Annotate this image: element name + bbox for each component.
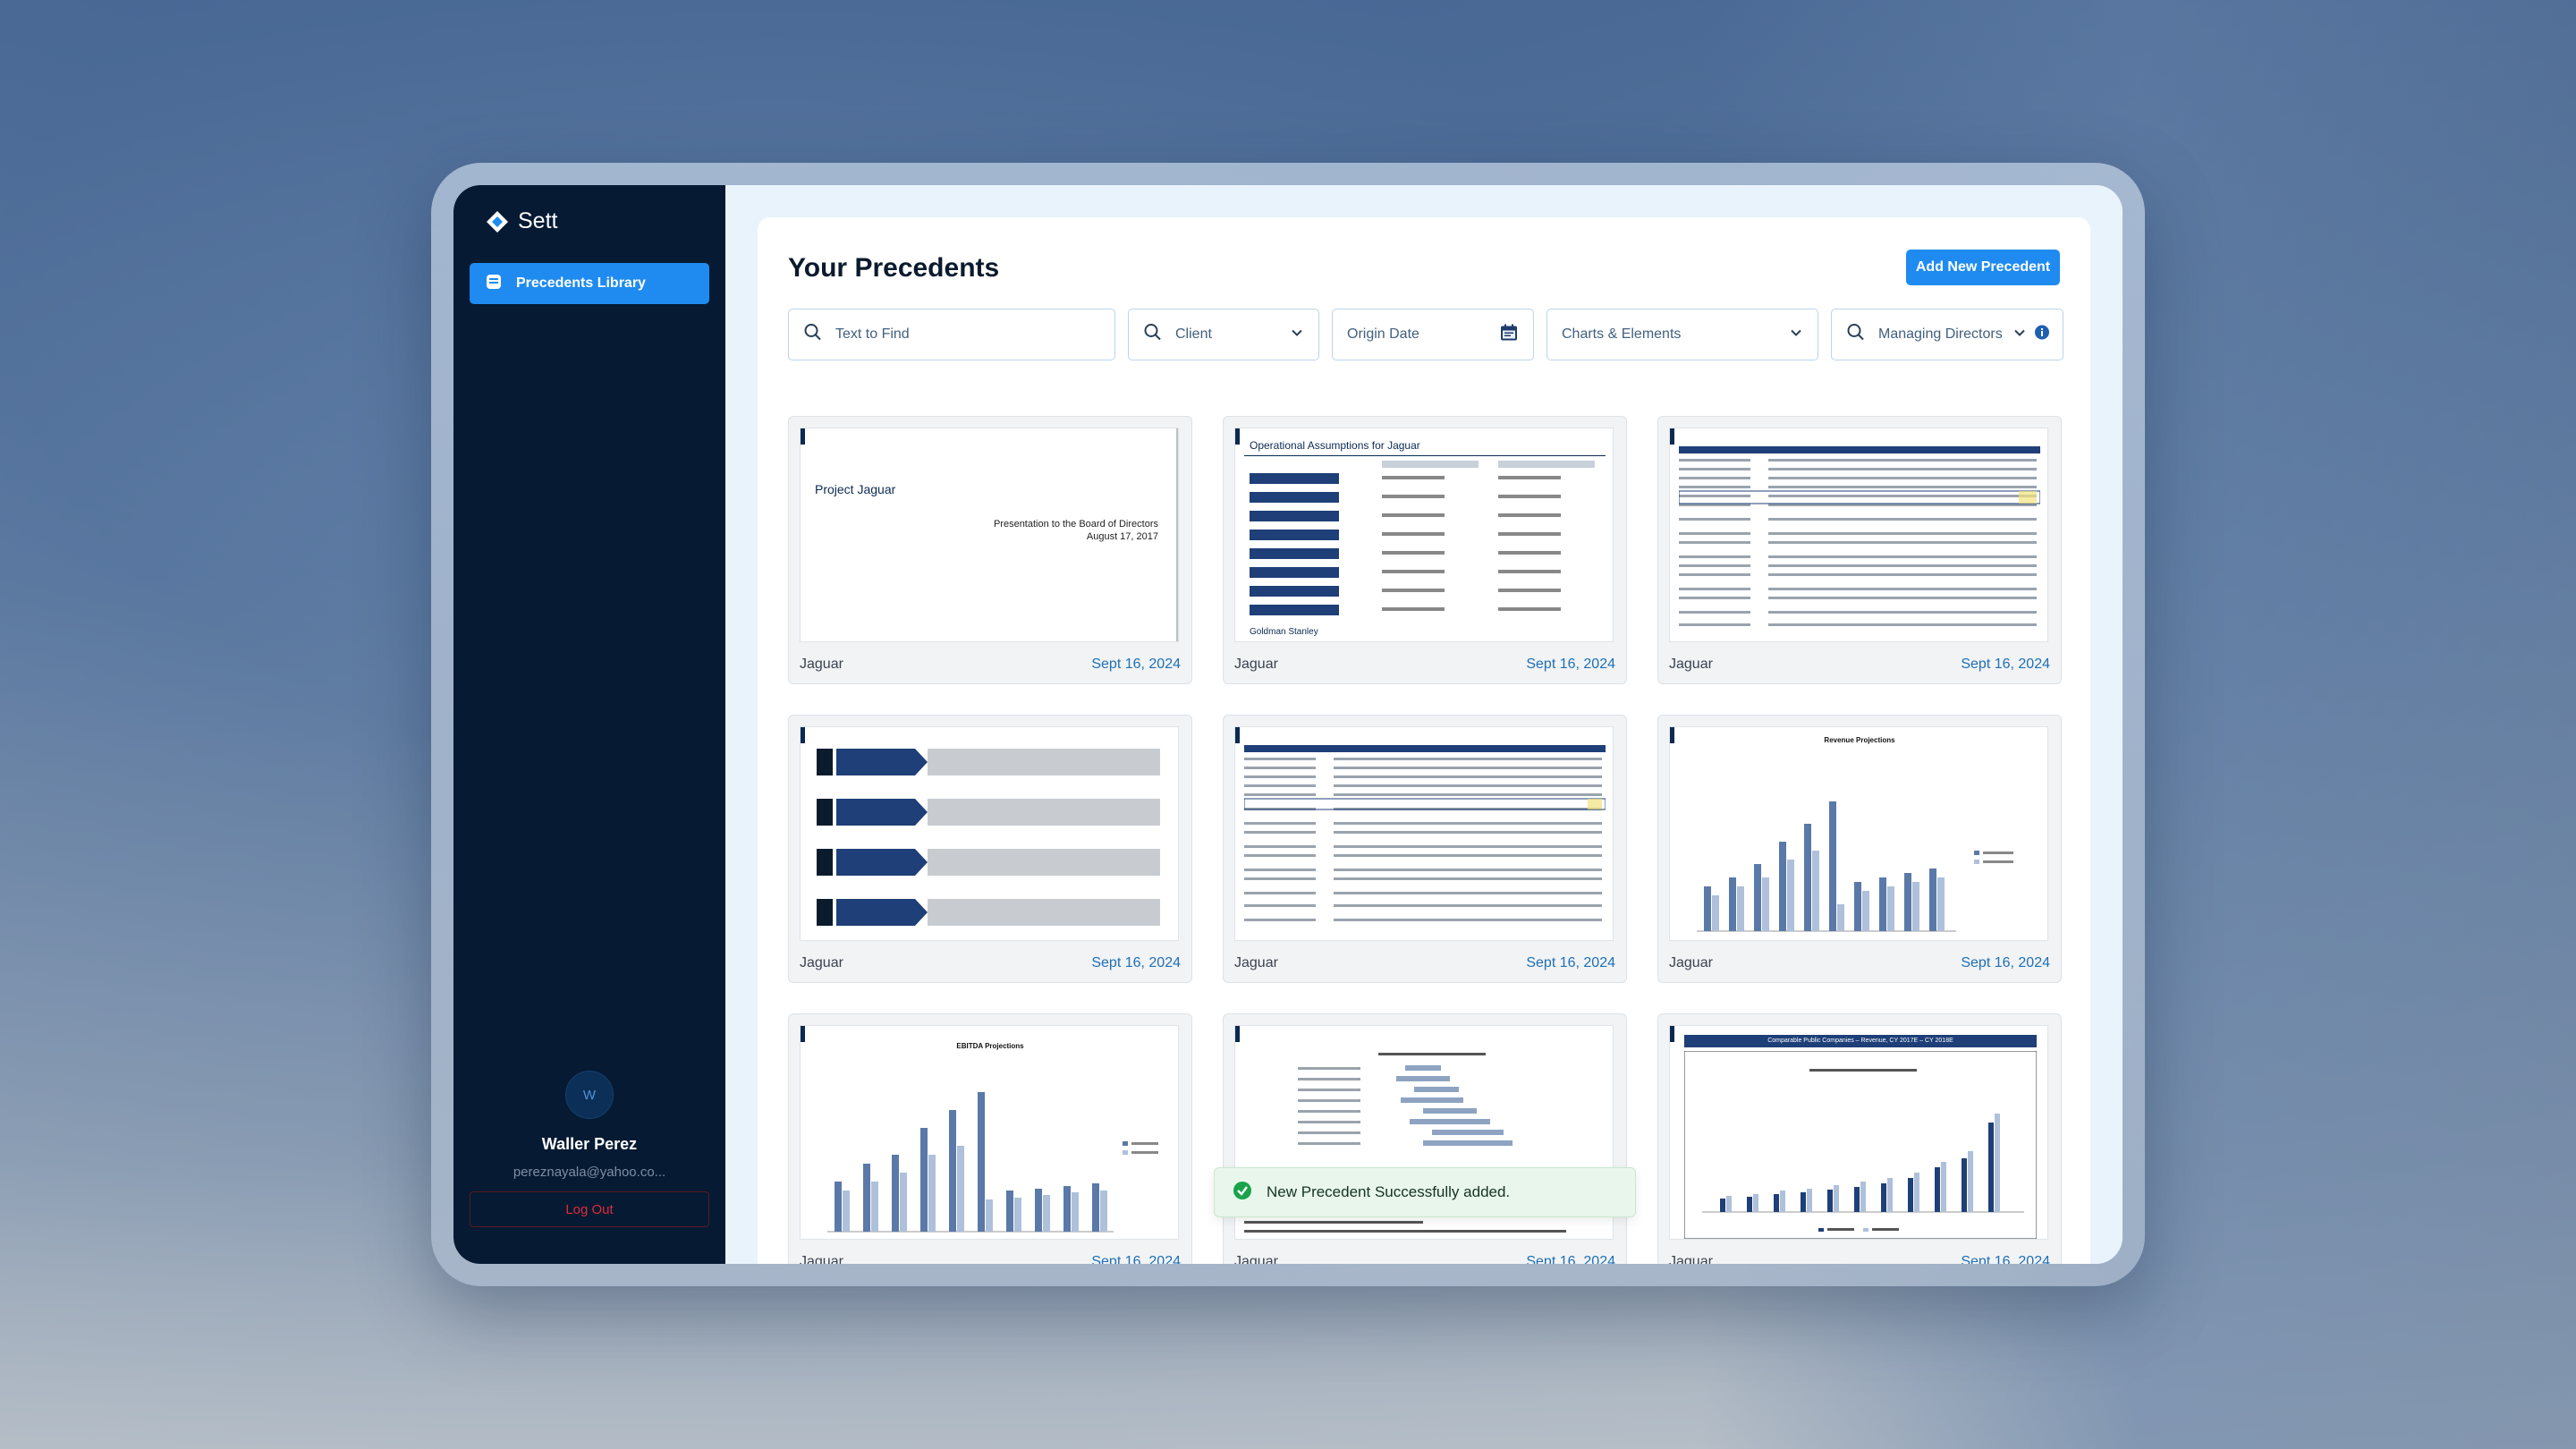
user-profile: W Waller Perez pereznayala@yahoo.co... [453, 1071, 725, 1180]
app-window: Sett Precedents Library W Waller Perez p… [453, 185, 2123, 1264]
logout-button[interactable]: Log Out [470, 1191, 709, 1227]
avatar[interactable]: W [565, 1071, 614, 1119]
search-icon [803, 323, 823, 347]
thumb-subtitle: Presentation to the Board of Directors [993, 519, 1158, 530]
card-client: Jaguar [1234, 1254, 1278, 1264]
revenue-bar-chart-graphic [1697, 801, 2013, 932]
card-thumbnail [800, 726, 1179, 941]
charts-elements-label: Charts & Elements [1562, 326, 1682, 342]
card-date: Sept 16, 2024 [1526, 1254, 1615, 1264]
card-date: Sept 16, 2024 [1091, 1254, 1181, 1264]
sidebar-item-label: Precedents Library [516, 275, 646, 291]
financial-table-graphic [1679, 446, 2040, 626]
card-thumbnail: EBITDA Projections [800, 1025, 1179, 1240]
info-icon[interactable] [2034, 325, 2050, 345]
origin-date-label: Origin Date [1347, 326, 1419, 342]
card-thumbnail: Operational Assumptions for Jaguar [1234, 428, 1614, 642]
user-name: Waller Perez [541, 1135, 638, 1153]
thumb-title: Comparable Public Companies – Revenue, C… [1684, 1035, 2037, 1047]
precedents-panel: Your Precedents Add New Precedent Text t… [758, 217, 2090, 1264]
client-select-label: Client [1175, 326, 1212, 342]
main-content: Your Precedents Add New Precedent Text t… [725, 185, 2123, 1264]
chevron-down-icon [1789, 326, 1803, 344]
text-search-input[interactable]: Text to Find [788, 309, 1115, 360]
precedent-card[interactable]: Revenue Projections [1657, 715, 2062, 983]
card-client: Jaguar [1234, 955, 1278, 970]
card-client: Jaguar [1234, 657, 1278, 672]
thumb-title: Project Jaguar [815, 482, 896, 496]
origin-date-picker[interactable]: Origin Date [1332, 309, 1534, 360]
card-thumbnail [1669, 428, 2048, 642]
card-client: Jaguar [800, 1254, 843, 1264]
precedent-card[interactable]: Project Jaguar Presentation to the Board… [788, 416, 1192, 684]
sidebar: Sett Precedents Library W Waller Perez p… [453, 185, 725, 1264]
thumb-title: EBITDA Projections [956, 1042, 1024, 1050]
folder-icon [484, 272, 504, 296]
thumb-title: Operational Assumptions for Jaguar [1250, 439, 1420, 452]
assumptions-table-graphic [1250, 461, 1595, 615]
card-date: Sept 16, 2024 [1961, 1254, 2050, 1264]
search-icon [1846, 323, 1866, 347]
precedent-card[interactable]: Jaguar Sept 16, 2024 [1657, 416, 2062, 684]
card-client: Jaguar [800, 955, 843, 970]
card-date: Sept 16, 2024 [1091, 955, 1181, 970]
precedent-card[interactable]: Comparable Public Companies – Revenue, C… [1657, 1013, 2062, 1264]
card-client: Jaguar [800, 657, 843, 672]
brand[interactable]: Sett [486, 208, 557, 234]
card-thumbnail: Revenue Projections [1669, 726, 2048, 941]
card-thumbnail: Comparable Public Companies – Revenue, C… [1669, 1025, 2048, 1240]
financial-table-graphic [1244, 745, 1606, 921]
add-new-precedent-button[interactable]: Add New Precedent [1906, 250, 2060, 285]
card-thumbnail [1234, 726, 1614, 941]
chevron-down-icon [2012, 326, 2027, 344]
search-icon [1143, 323, 1163, 347]
thumb-date: August 17, 2017 [1086, 531, 1158, 542]
valuation-range-graphic [1244, 1053, 1566, 1233]
card-client: Jaguar [1669, 657, 1713, 672]
card-date: Sept 16, 2024 [1961, 657, 2050, 672]
charts-elements-select[interactable]: Charts & Elements [1546, 309, 1818, 360]
brand-name: Sett [518, 208, 558, 233]
thumb-title: Revenue Projections [1824, 736, 1895, 744]
card-date: Sept 16, 2024 [1961, 955, 2050, 970]
calendar-icon [1499, 323, 1519, 347]
ebitda-bar-chart-graphic [827, 1092, 1158, 1233]
summary-chevron-graphic [817, 749, 1160, 926]
card-thumbnail: Project Jaguar Presentation to the Board… [800, 428, 1179, 642]
precedent-card[interactable]: Operational Assumptions for Jaguar [1223, 416, 1627, 684]
card-client: Jaguar [1669, 1254, 1713, 1264]
card-date: Sept 16, 2024 [1091, 657, 1181, 672]
managing-directors-label: Managing Directors [1878, 326, 2003, 342]
page-title: Your Precedents [788, 253, 1000, 283]
sett-logo-icon [486, 210, 509, 233]
chevron-down-icon [1290, 326, 1304, 344]
check-circle-icon [1233, 1181, 1252, 1205]
card-date: Sept 16, 2024 [1526, 955, 1615, 970]
client-select[interactable]: Client [1128, 309, 1319, 360]
user-email: pereznayala@yahoo.co... [513, 1165, 666, 1180]
sidebar-item-precedents-library[interactable]: Precedents Library [470, 263, 709, 304]
success-toast: New Precedent Successfully added. [1214, 1167, 1636, 1217]
card-date: Sept 16, 2024 [1526, 657, 1615, 672]
precedent-grid: Project Jaguar Presentation to the Board… [788, 416, 2062, 1264]
toast-message: New Precedent Successfully added. [1267, 1183, 1511, 1200]
managing-directors-select[interactable]: Managing Directors [1831, 309, 2063, 360]
comparables-bar-chart-graphic [1684, 1051, 2037, 1239]
precedent-card[interactable]: Jaguar Sept 16, 2024 [1223, 1013, 1627, 1264]
precedent-card[interactable]: EBITDA Projections [788, 1013, 1192, 1264]
card-client: Jaguar [1669, 955, 1713, 970]
thumb-footer: Goldman Stanley [1250, 627, 1318, 637]
text-search-placeholder: Text to Find [835, 326, 910, 342]
precedent-card[interactable]: Jaguar Sept 16, 2024 [1223, 715, 1627, 983]
precedent-card[interactable]: Jaguar Sept 16, 2024 [788, 715, 1192, 983]
